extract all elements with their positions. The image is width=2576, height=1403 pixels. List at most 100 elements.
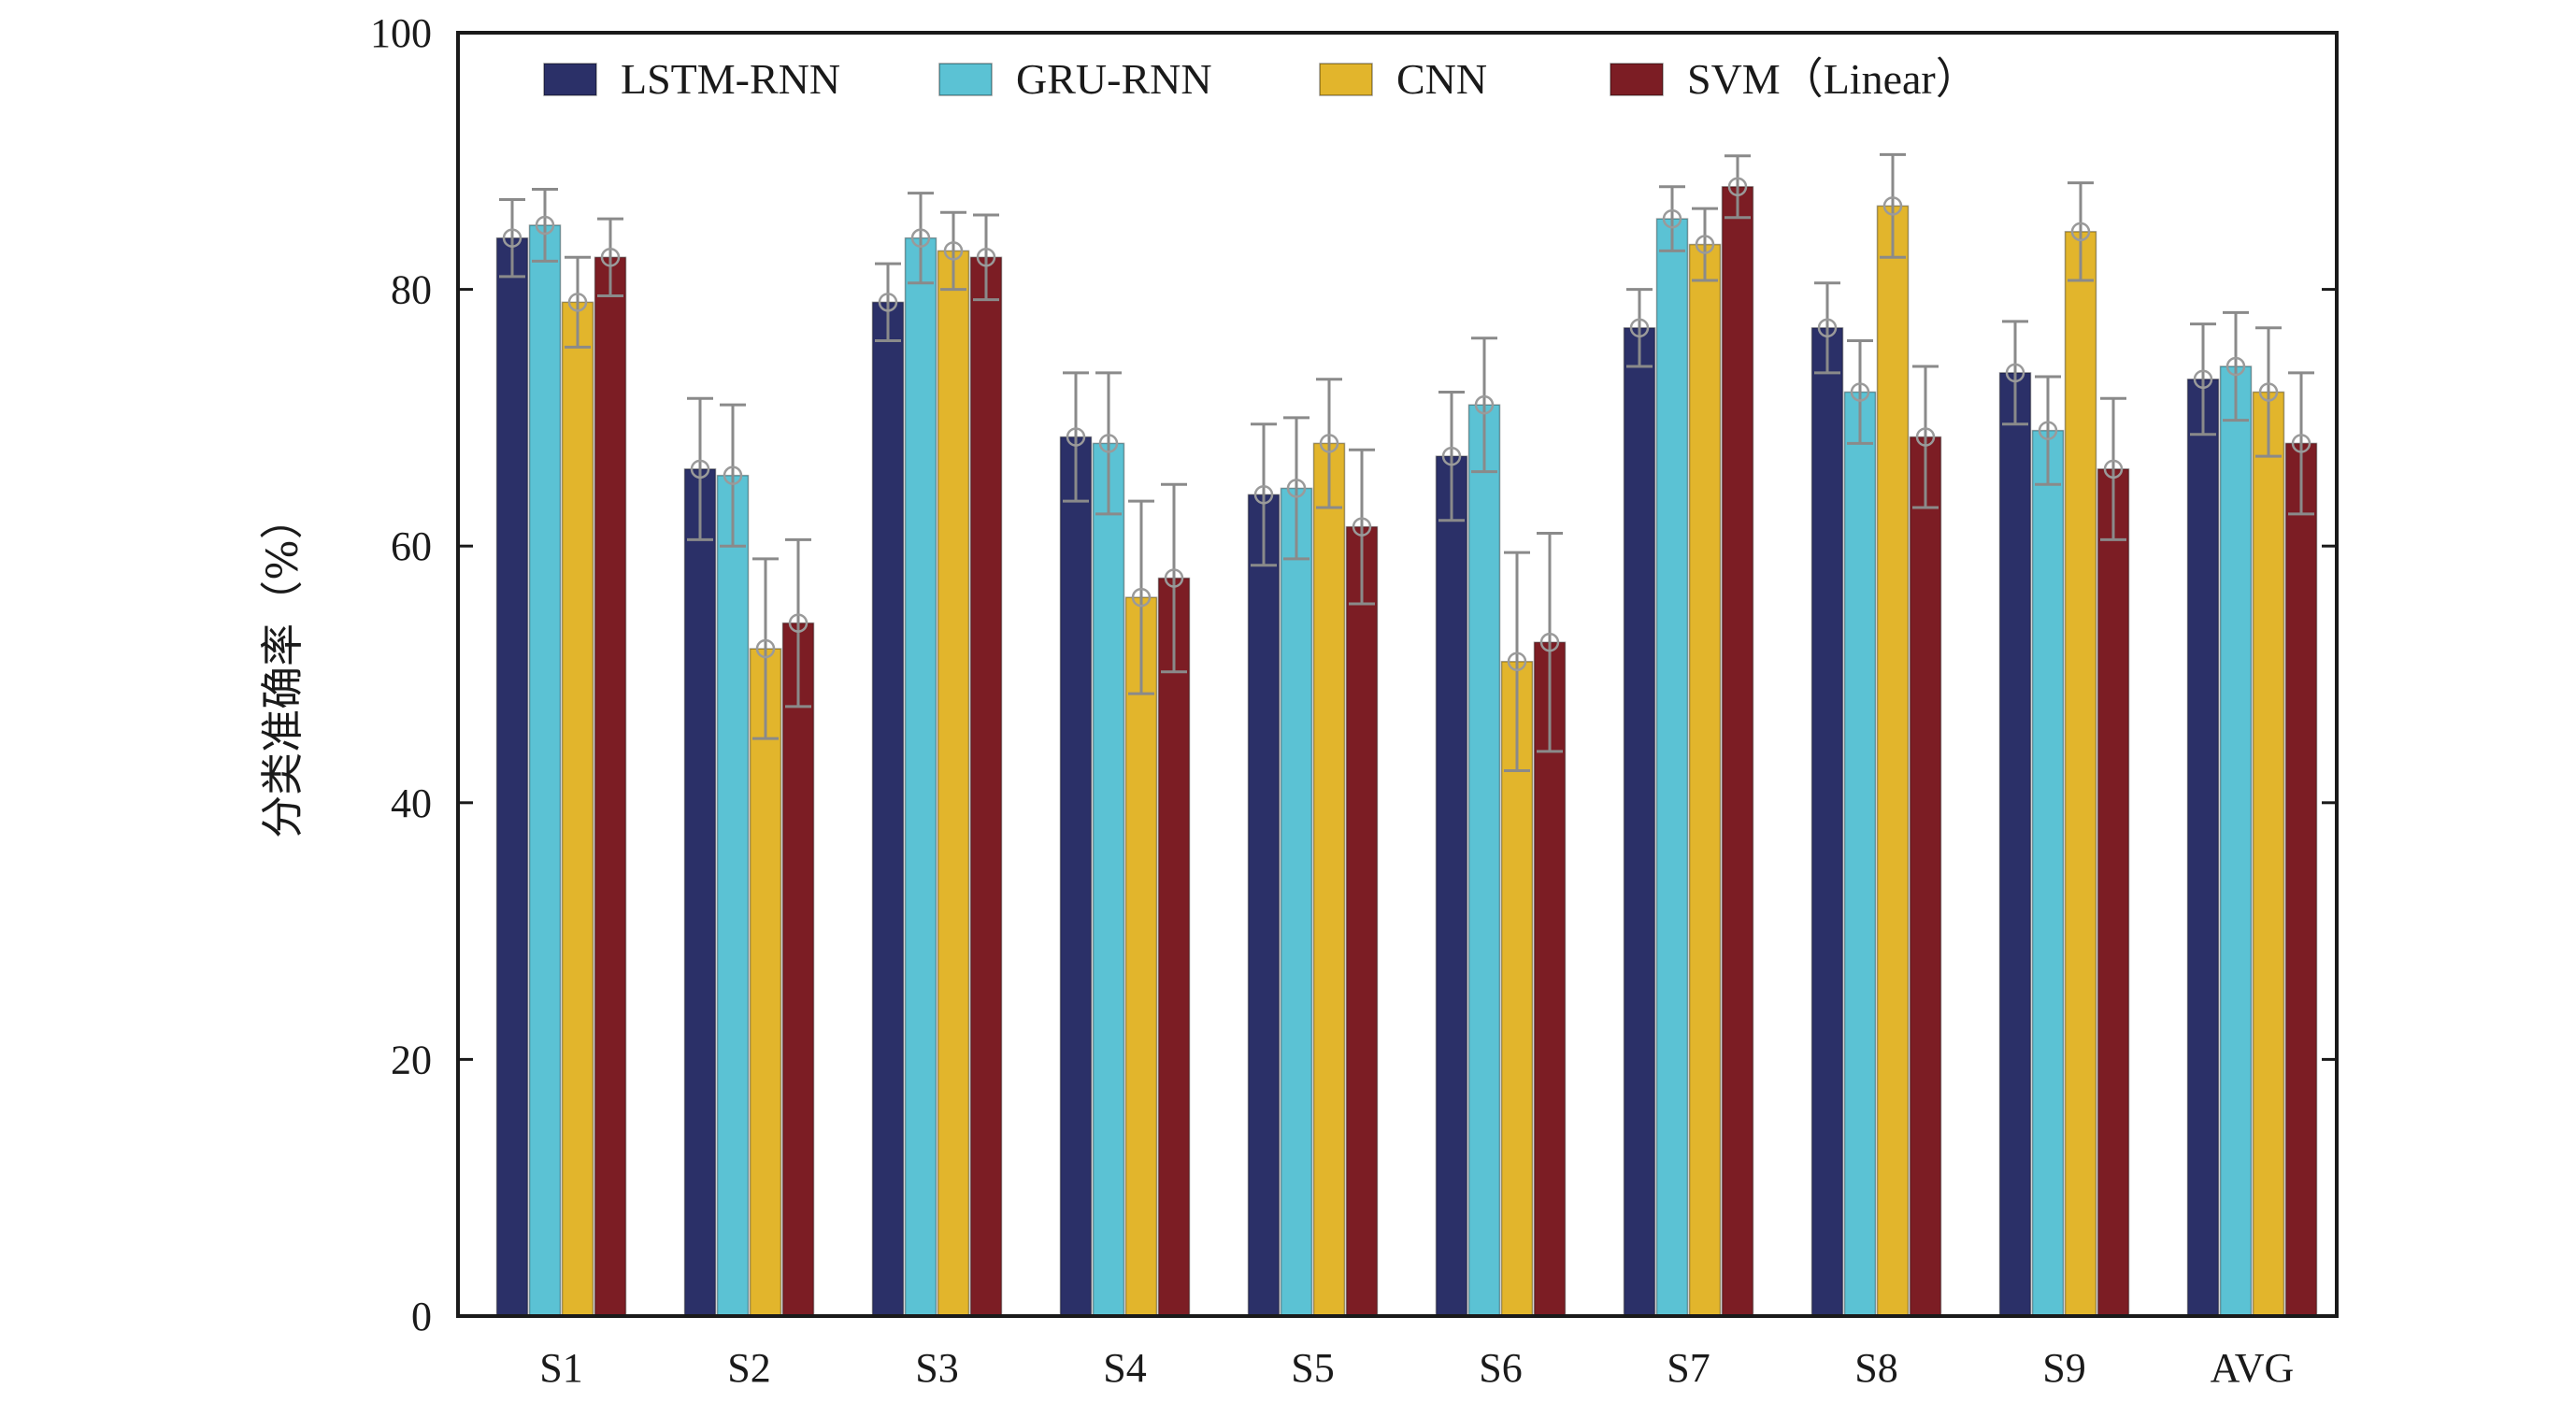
mean-marker xyxy=(1629,318,1650,338)
bar xyxy=(781,622,815,1317)
x-tick-label: S7 xyxy=(1667,1345,1710,1391)
mean-marker xyxy=(1286,479,1307,498)
legend-swatch xyxy=(938,63,993,96)
y-axis-label: 分类准确率（%） xyxy=(257,496,308,838)
bar xyxy=(1843,391,1877,1317)
bar xyxy=(1467,404,1501,1317)
legend-swatch xyxy=(543,63,597,96)
axes-layer: 0 20 40 60 80 100 S1 S2 S3 S4 S5 S6 S7 S8 S9 AVG xyxy=(370,10,2339,1391)
bar xyxy=(904,236,937,1317)
bar xyxy=(937,250,970,1317)
y-tick-label: 60 xyxy=(391,523,432,569)
bar xyxy=(2186,378,2220,1317)
bar xyxy=(1810,327,1844,1317)
mean-marker xyxy=(567,293,588,312)
bar xyxy=(1688,243,1722,1317)
bar xyxy=(495,236,529,1317)
mean-marker xyxy=(788,613,809,633)
x-tick-label: S9 xyxy=(2042,1345,2085,1391)
bar xyxy=(716,474,750,1317)
legend-label: GRU-RNN xyxy=(1016,55,1212,103)
bar xyxy=(1435,455,1468,1317)
bar xyxy=(1092,442,1125,1317)
mean-marker xyxy=(1882,196,1903,216)
y-tick-label: 80 xyxy=(391,267,432,313)
bar xyxy=(1876,205,1910,1317)
x-tick-label: S3 xyxy=(915,1345,958,1391)
bar xyxy=(1157,577,1191,1317)
bar xyxy=(528,224,562,1317)
bar xyxy=(1345,525,1379,1317)
error-bars-layer xyxy=(499,152,2314,772)
legend-swatch xyxy=(1610,63,1664,96)
mean-marker xyxy=(2225,356,2246,377)
mean-marker xyxy=(2258,382,2279,402)
bars-layer xyxy=(495,186,2318,1317)
mean-marker xyxy=(1066,427,1086,447)
mean-marker xyxy=(723,465,743,485)
bar xyxy=(1533,641,1567,1317)
bar xyxy=(1280,487,1313,1317)
mean-marker xyxy=(1850,382,1870,402)
legend: LSTM-RNN GRU-RNN CNN SVM（Linear） xyxy=(543,55,1979,103)
y-tick-label: 40 xyxy=(391,780,432,826)
bar xyxy=(2064,231,2097,1317)
bar xyxy=(1059,436,1093,1317)
bar xyxy=(1312,442,1346,1317)
y-tick-label: 100 xyxy=(370,10,432,56)
bar xyxy=(561,301,594,1317)
mean-marker xyxy=(2005,363,2025,383)
bar xyxy=(594,256,627,1317)
x-tick-label: S1 xyxy=(539,1345,582,1391)
mean-marker xyxy=(1817,318,1838,338)
legend-swatch xyxy=(1319,63,1373,96)
bar xyxy=(871,301,905,1317)
bar xyxy=(1124,596,1158,1317)
mean-marker xyxy=(2291,434,2311,453)
mean-marker xyxy=(1253,485,1274,505)
mean-marker xyxy=(535,215,555,236)
legend-label: LSTM-RNN xyxy=(621,55,840,103)
bar xyxy=(969,256,1003,1317)
bar xyxy=(1721,186,1754,1317)
bar xyxy=(749,648,782,1317)
mean-marker xyxy=(1131,587,1152,608)
mean-marker xyxy=(2038,421,2058,440)
mean-marker xyxy=(878,293,898,312)
bar xyxy=(1247,494,1281,1317)
mean-marker xyxy=(1539,632,1560,652)
mean-marker xyxy=(2103,459,2124,480)
mean-marker xyxy=(2070,222,2091,242)
y-tick-label: 0 xyxy=(411,1294,432,1339)
mean-marker xyxy=(690,459,710,480)
bar xyxy=(1655,218,1689,1317)
bar xyxy=(1623,327,1656,1317)
bar xyxy=(683,468,717,1317)
mean-marker xyxy=(755,638,776,659)
mean-marker xyxy=(1352,517,1372,537)
x-tick-label: S8 xyxy=(1854,1345,1897,1391)
mean-marker xyxy=(943,241,964,261)
mean-marker xyxy=(1164,568,1184,588)
mean-marker xyxy=(502,228,522,248)
legend-label: SVM（Linear） xyxy=(1687,55,1979,103)
x-tick-label: S4 xyxy=(1103,1345,1146,1391)
bar xyxy=(2252,391,2285,1317)
mean-marker xyxy=(600,248,621,267)
bar xyxy=(1998,372,2032,1317)
x-tick-label: S2 xyxy=(727,1345,770,1391)
mean-marker xyxy=(1507,651,1527,672)
x-tick-label: AVG xyxy=(2211,1345,2295,1391)
legend-label: CNN xyxy=(1396,55,1487,103)
bar xyxy=(2031,429,2065,1317)
x-tick-label: S6 xyxy=(1479,1345,1522,1391)
plot-frame xyxy=(456,31,2339,1318)
bar xyxy=(2097,468,2130,1317)
bar xyxy=(2284,442,2318,1317)
mean-marker xyxy=(1727,177,1748,197)
bar xyxy=(2219,365,2253,1317)
mean-marker xyxy=(1662,208,1682,229)
mean-marker xyxy=(1319,434,1339,453)
bar xyxy=(1909,436,1942,1317)
